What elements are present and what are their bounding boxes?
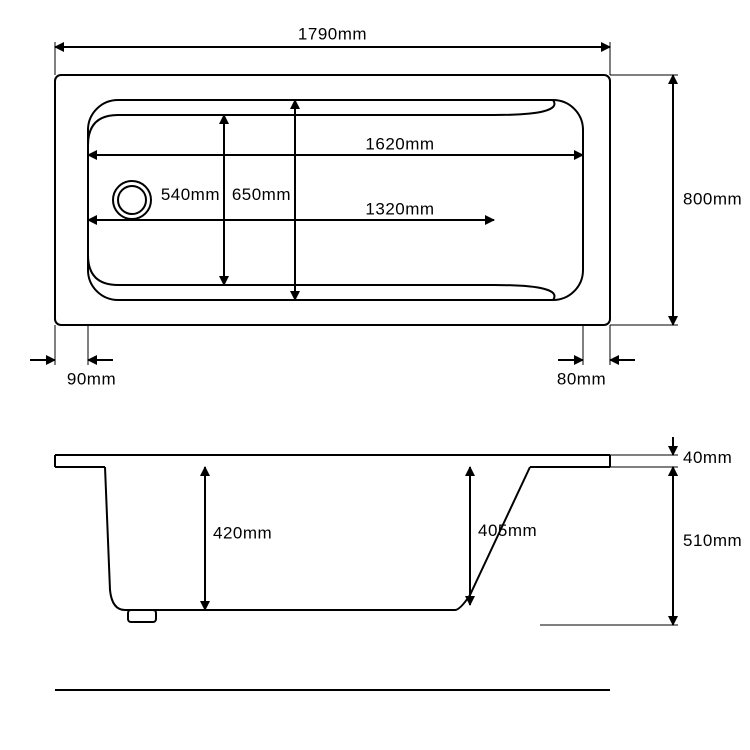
svg-text:540mm: 540mm xyxy=(161,185,220,204)
svg-text:40mm: 40mm xyxy=(683,448,732,467)
svg-text:1790mm: 1790mm xyxy=(298,24,367,43)
svg-text:1620mm: 1620mm xyxy=(365,134,434,153)
svg-text:80mm: 80mm xyxy=(557,369,606,388)
svg-text:800mm: 800mm xyxy=(683,189,742,208)
svg-text:650mm: 650mm xyxy=(232,185,291,204)
svg-text:420mm: 420mm xyxy=(213,524,272,543)
svg-text:405mm: 405mm xyxy=(478,521,537,540)
technical-drawing: 1790mm 800mm 90mm 80mm 1620mm 1320mm 650mm 540m… xyxy=(0,0,750,750)
svg-text:1320mm: 1320mm xyxy=(365,199,434,218)
svg-text:90mm: 90mm xyxy=(67,369,116,388)
svg-text:510mm: 510mm xyxy=(683,531,742,550)
